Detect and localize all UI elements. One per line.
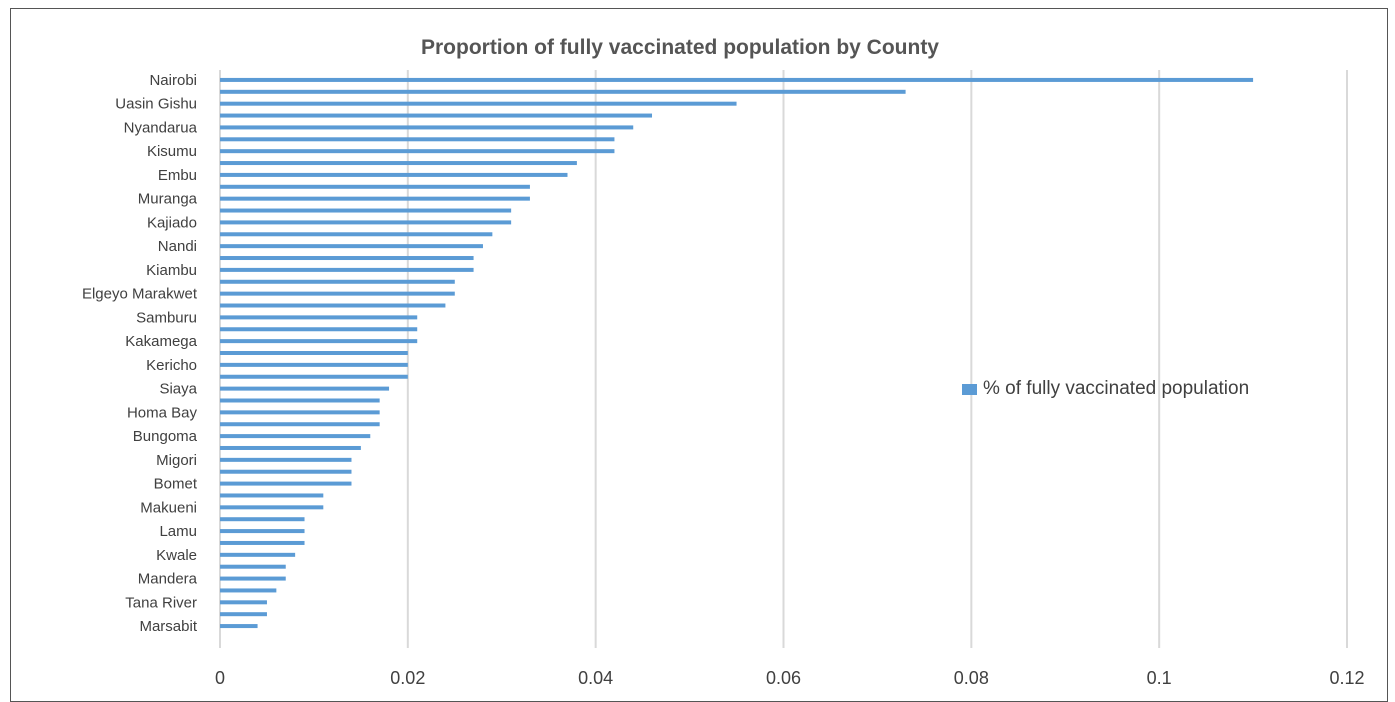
- x-tick-label: 0.04: [578, 668, 613, 688]
- y-category-label: Uasin Gishu: [115, 96, 197, 113]
- y-category-label: Mandera: [138, 571, 198, 588]
- bar: [220, 600, 267, 605]
- y-category-label: Marsabit: [139, 618, 197, 635]
- bar: [220, 362, 408, 367]
- bar: [220, 208, 512, 213]
- bar: [220, 279, 455, 284]
- chart-title: Proportion of fully vaccinated populatio…: [420, 36, 939, 59]
- bar: [220, 244, 483, 249]
- bar: [220, 113, 653, 118]
- bar: [220, 493, 324, 498]
- bar: [220, 315, 418, 320]
- bar: [220, 267, 474, 272]
- x-tick-label: 0.02: [390, 668, 425, 688]
- y-category-label: Kisumu: [147, 143, 197, 160]
- legend-swatch: [962, 383, 977, 395]
- bar: [220, 374, 408, 379]
- bar: [220, 77, 1254, 82]
- bar: [220, 137, 615, 142]
- bar: [220, 89, 906, 94]
- bar: [220, 232, 493, 237]
- bar: [220, 445, 361, 450]
- bar: [220, 540, 305, 545]
- y-category-label: Kericho: [146, 357, 197, 374]
- y-category-label: Makueni: [140, 499, 197, 516]
- y-category-label: Siaya: [159, 381, 197, 398]
- bar: [220, 303, 446, 308]
- bar: [220, 422, 380, 427]
- y-category-label: Elgeyo Marakwet: [82, 286, 198, 303]
- y-category-label: Embu: [158, 167, 197, 184]
- bar: [220, 220, 512, 225]
- y-category-label: Kiambu: [146, 262, 197, 279]
- y-category-label: Muranga: [138, 191, 198, 208]
- chart-legend: % of fully vaccinated population: [962, 378, 1249, 400]
- x-tick-label: 0.08: [954, 668, 989, 688]
- bar: [220, 125, 634, 130]
- bar: [220, 398, 380, 403]
- bar: [220, 149, 615, 154]
- bar: [220, 457, 352, 462]
- bar: [220, 351, 408, 355]
- y-category-label: Kwale: [156, 547, 197, 564]
- y-category-label: Kajiado: [147, 214, 197, 231]
- bar: [220, 564, 286, 569]
- bar: [220, 529, 305, 534]
- bar: [220, 161, 577, 166]
- bar: [220, 576, 286, 581]
- y-category-label: Lamu: [159, 523, 197, 540]
- y-category-label: Nyandarua: [124, 119, 198, 136]
- x-tick-label: 0.06: [766, 668, 801, 688]
- bar: [220, 612, 267, 617]
- bar: [220, 434, 371, 439]
- legend-label: % of fully vaccinated population: [983, 378, 1250, 399]
- y-category-label: Nairobi: [149, 72, 197, 89]
- bar: [220, 101, 737, 106]
- y-category-label: Homa Bay: [127, 404, 198, 421]
- y-category-label: Kakamega: [125, 333, 197, 350]
- bar: [220, 552, 296, 557]
- bar: [220, 410, 380, 415]
- y-category-label: Bomet: [154, 476, 198, 493]
- y-category-label: Bungoma: [133, 428, 198, 445]
- x-tick-label: 0.1: [1147, 668, 1172, 688]
- bar: [220, 339, 418, 344]
- bar: [220, 469, 352, 474]
- bar: [220, 624, 258, 629]
- bar: [220, 481, 352, 486]
- bar: [220, 291, 455, 296]
- y-category-label: Tana River: [125, 594, 197, 611]
- bar: [220, 172, 568, 177]
- y-category-label: Nandi: [158, 238, 197, 255]
- bar: [220, 256, 474, 261]
- x-tick-label: 0.12: [1329, 668, 1364, 688]
- bar: [220, 505, 324, 510]
- bar: [220, 517, 305, 522]
- bar: [220, 386, 390, 391]
- bar: [220, 196, 530, 201]
- x-tick-label: 0: [215, 668, 225, 688]
- y-category-label: Samburu: [136, 309, 197, 326]
- y-category-label: Migori: [156, 452, 197, 469]
- bar: [220, 327, 418, 332]
- bar: [220, 588, 277, 593]
- bar: [220, 184, 530, 189]
